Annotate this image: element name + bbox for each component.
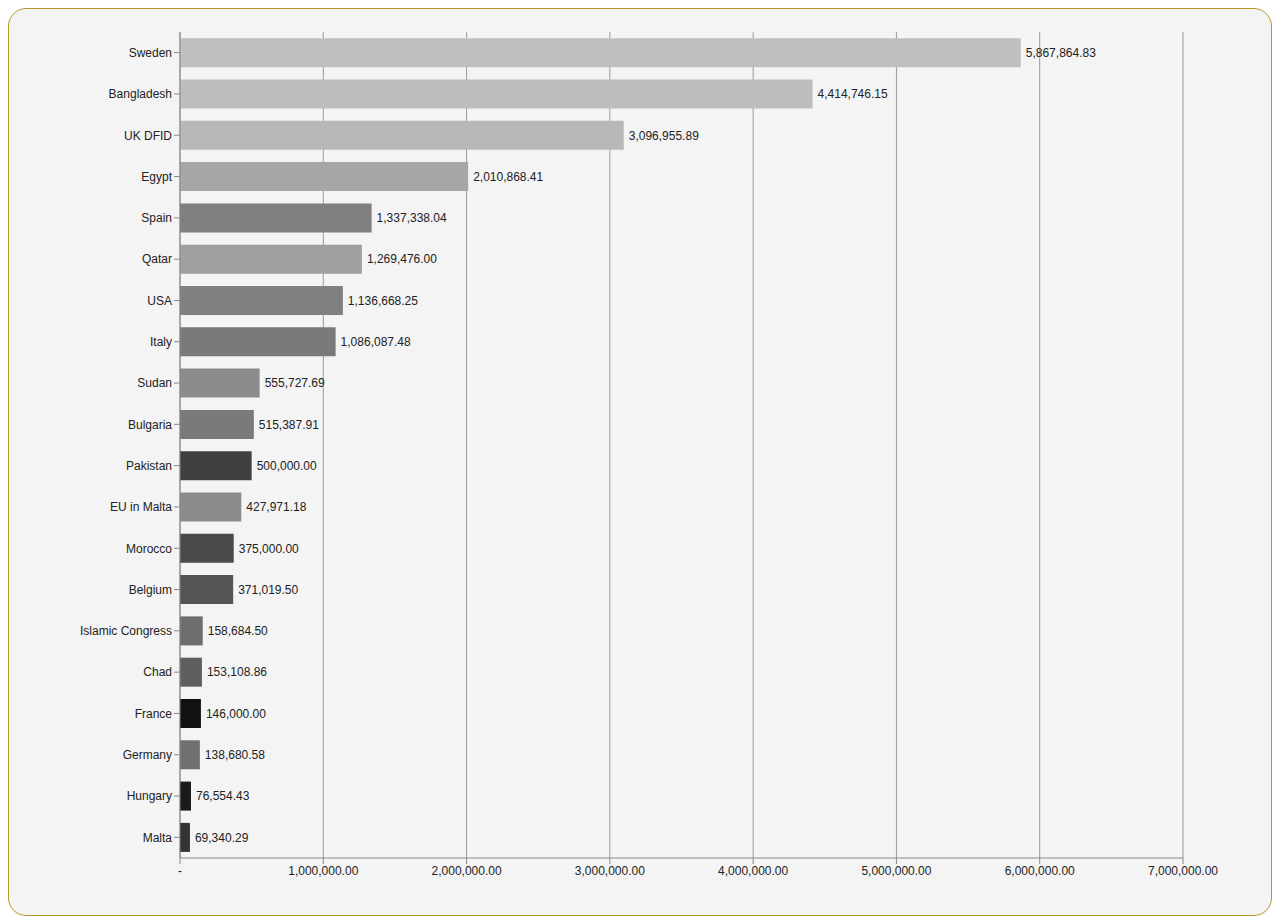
svg-text:Germany: Germany (123, 748, 172, 762)
svg-text:5,000,000.00: 5,000,000.00 (861, 864, 931, 878)
svg-text:Italy: Italy (150, 335, 172, 349)
svg-text:1,000,000.00: 1,000,000.00 (288, 864, 358, 878)
svg-text:69,340.29: 69,340.29 (195, 831, 249, 845)
svg-text:7,000,000.00: 7,000,000.00 (1148, 864, 1218, 878)
svg-text:Bangladesh: Bangladesh (109, 87, 172, 101)
svg-text:Qatar: Qatar (142, 252, 172, 266)
svg-text:153,108.86: 153,108.86 (207, 665, 267, 679)
svg-text:Hungary: Hungary (127, 789, 172, 803)
svg-text:Islamic Congress: Islamic Congress (80, 624, 172, 638)
svg-text:1,269,476.00: 1,269,476.00 (367, 252, 437, 266)
svg-text:Sudan: Sudan (137, 376, 172, 390)
svg-text:Belgium: Belgium (129, 583, 172, 597)
svg-text:1,086,087.48: 1,086,087.48 (341, 335, 411, 349)
svg-text:371,019.50: 371,019.50 (238, 583, 298, 597)
svg-text:Pakistan: Pakistan (126, 459, 172, 473)
svg-text:Morocco: Morocco (126, 542, 172, 556)
svg-text:-: - (178, 864, 182, 878)
svg-text:3,096,955.89: 3,096,955.89 (629, 129, 699, 143)
svg-text:515,387.91: 515,387.91 (259, 418, 319, 432)
svg-text:6,000,000.00: 6,000,000.00 (1005, 864, 1075, 878)
svg-text:76,554.43: 76,554.43 (196, 789, 250, 803)
svg-text:500,000.00: 500,000.00 (257, 459, 317, 473)
svg-text:Spain: Spain (141, 211, 172, 225)
svg-text:Malta: Malta (143, 831, 173, 845)
svg-text:UK DFID: UK DFID (124, 129, 172, 143)
svg-text:555,727.69: 555,727.69 (265, 376, 325, 390)
svg-text:Sweden: Sweden (129, 46, 172, 60)
svg-text:146,000.00: 146,000.00 (206, 707, 266, 721)
svg-text:4,414,746.15: 4,414,746.15 (818, 87, 888, 101)
svg-text:3,000,000.00: 3,000,000.00 (575, 864, 645, 878)
svg-text:4,000,000.00: 4,000,000.00 (718, 864, 788, 878)
svg-text:158,684.50: 158,684.50 (208, 624, 268, 638)
svg-text:Egypt: Egypt (141, 170, 172, 184)
svg-text:Chad: Chad (143, 665, 172, 679)
svg-text:2,010,868.41: 2,010,868.41 (473, 170, 543, 184)
svg-text:1,337,338.04: 1,337,338.04 (377, 211, 447, 225)
svg-text:5,867,864.83: 5,867,864.83 (1026, 46, 1096, 60)
svg-text:1,136,668.25: 1,136,668.25 (348, 294, 418, 308)
svg-text:2,000,000.00: 2,000,000.00 (432, 864, 502, 878)
svg-text:138,680.58: 138,680.58 (205, 748, 265, 762)
svg-text:427,971.18: 427,971.18 (246, 500, 306, 514)
svg-text:France: France (135, 707, 173, 721)
svg-text:Bulgaria: Bulgaria (128, 418, 172, 432)
svg-text:375,000.00: 375,000.00 (239, 542, 299, 556)
svg-text:EU in Malta: EU in Malta (110, 500, 172, 514)
svg-text:USA: USA (147, 294, 172, 308)
